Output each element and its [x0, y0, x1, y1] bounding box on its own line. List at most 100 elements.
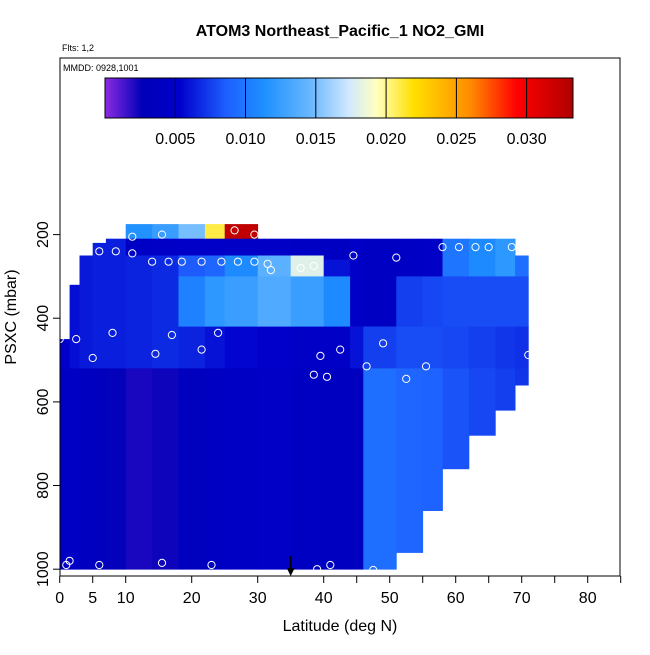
heatmap-cell — [396, 238, 424, 277]
heatmap-cell — [468, 368, 496, 436]
observation-point — [266, 266, 275, 275]
heatmap-cell — [257, 238, 292, 256]
observation-point — [438, 243, 447, 252]
heatmap-cell — [495, 368, 516, 411]
heatmap-cell — [105, 238, 127, 369]
heatmap-cell — [442, 368, 470, 470]
heatmap-cell — [178, 276, 206, 327]
observation-point — [402, 374, 411, 383]
heatmap-cell — [69, 284, 80, 369]
observation-point — [197, 257, 206, 266]
observation-point — [65, 556, 74, 565]
observation-point — [421, 362, 431, 371]
colorbar — [104, 77, 574, 119]
heatmap-cells — [59, 224, 529, 570]
heatmap-cell — [422, 368, 443, 511]
heatmap-cell — [290, 326, 325, 369]
heatmap-cell — [224, 255, 259, 277]
heatmap-cell — [178, 326, 206, 369]
heatmap-cell — [257, 368, 292, 570]
dates-note: MMDD: 0928,1001 — [63, 63, 139, 73]
heatmap-cell — [495, 238, 516, 277]
heatmap-cell — [204, 224, 226, 240]
heatmap-cell — [204, 326, 226, 369]
heatmap-cell — [125, 224, 153, 240]
heatmap-cell — [350, 326, 364, 369]
heatmap-cell — [224, 224, 259, 240]
heatmap-cell — [59, 368, 70, 570]
x-tick-label: 30 — [249, 590, 267, 607]
heatmap-cell — [224, 238, 259, 256]
observation-point — [82, 247, 91, 256]
heatmap-cell — [442, 238, 470, 277]
heatmap-cell — [422, 276, 443, 327]
flights-note: Flts: 1,2 — [62, 43, 94, 53]
observation-point — [250, 257, 259, 266]
observation-point — [326, 560, 335, 570]
heatmap-cell — [442, 326, 470, 369]
observation-point — [336, 345, 345, 354]
observation-point — [233, 257, 242, 266]
heatmap-cell — [178, 238, 206, 256]
heatmap-cell — [363, 326, 397, 369]
heatmap-cell — [363, 238, 397, 327]
observation-point — [296, 263, 305, 273]
heatmap-cell — [152, 224, 179, 240]
heatmap-cell — [323, 238, 351, 260]
y-tick-label: 1000 — [35, 551, 52, 587]
heatmap-cell — [224, 368, 259, 570]
observation-point — [95, 560, 104, 570]
heatmap-cell — [178, 368, 206, 570]
heatmap-cell — [69, 368, 80, 570]
heatmap-cell — [79, 368, 94, 570]
heatmap-cell — [224, 326, 259, 369]
heatmap-cell — [59, 339, 70, 369]
observation-point — [88, 353, 97, 363]
x-tick-label: 0 — [55, 590, 64, 607]
observation-point — [207, 560, 216, 570]
heatmap-cell — [152, 255, 179, 369]
observation-point — [111, 247, 120, 256]
heatmap-cell — [468, 238, 496, 277]
heatmap-cell — [257, 326, 292, 369]
heatmap-cell — [323, 368, 351, 570]
colorbar-ticks: 0.005 0.010 0.015 0.020 0.025 0.030 — [155, 78, 547, 148]
heatmap-cell — [515, 326, 529, 369]
observation-point — [322, 372, 332, 381]
heatmap-cell — [152, 238, 179, 256]
observation-point — [217, 257, 226, 266]
y-axis-label: PSXC (mbar) — [3, 269, 20, 364]
observation-point — [369, 565, 378, 575]
x-tick-label: 5 — [88, 590, 97, 607]
heatmap-cell — [290, 368, 325, 570]
heatmap-cell — [204, 368, 226, 570]
x-axis: 0 5 10 20 30 40 50 60 70 80 — [55, 576, 622, 607]
observation-point — [72, 335, 81, 344]
heatmap-cell — [350, 368, 364, 570]
heatmap-cell — [515, 276, 529, 327]
x-tick-label: 40 — [315, 590, 333, 607]
plot-frame — [59, 57, 621, 577]
heatmap-cell — [79, 255, 94, 369]
x-tick-label: 20 — [183, 590, 201, 607]
heatmap-cell — [125, 255, 153, 369]
flight-marker-arrow — [286, 556, 295, 576]
observation-point — [379, 339, 388, 348]
observation-point — [362, 362, 371, 371]
heatmap-cell — [92, 242, 107, 369]
flight-marker-head — [286, 568, 295, 576]
observation-point — [454, 243, 464, 252]
heatmap-cell — [152, 368, 179, 570]
observation-point — [507, 243, 516, 252]
y-tick-label: 800 — [35, 472, 52, 499]
observation-point — [95, 247, 104, 256]
colorbar-tick-label: 0.030 — [507, 131, 547, 148]
chart-title: ATOM3 Northeast_Pacific_1 NO2_GMI — [196, 23, 484, 40]
colorbar-tick-label: 0.010 — [225, 131, 265, 148]
heatmap-cell — [290, 238, 325, 256]
observation-point — [167, 330, 176, 340]
heatmap-cell — [290, 276, 325, 327]
heatmap-cell — [468, 276, 496, 327]
x-tick-label: 70 — [513, 590, 531, 607]
heatmap-cell — [442, 276, 470, 327]
